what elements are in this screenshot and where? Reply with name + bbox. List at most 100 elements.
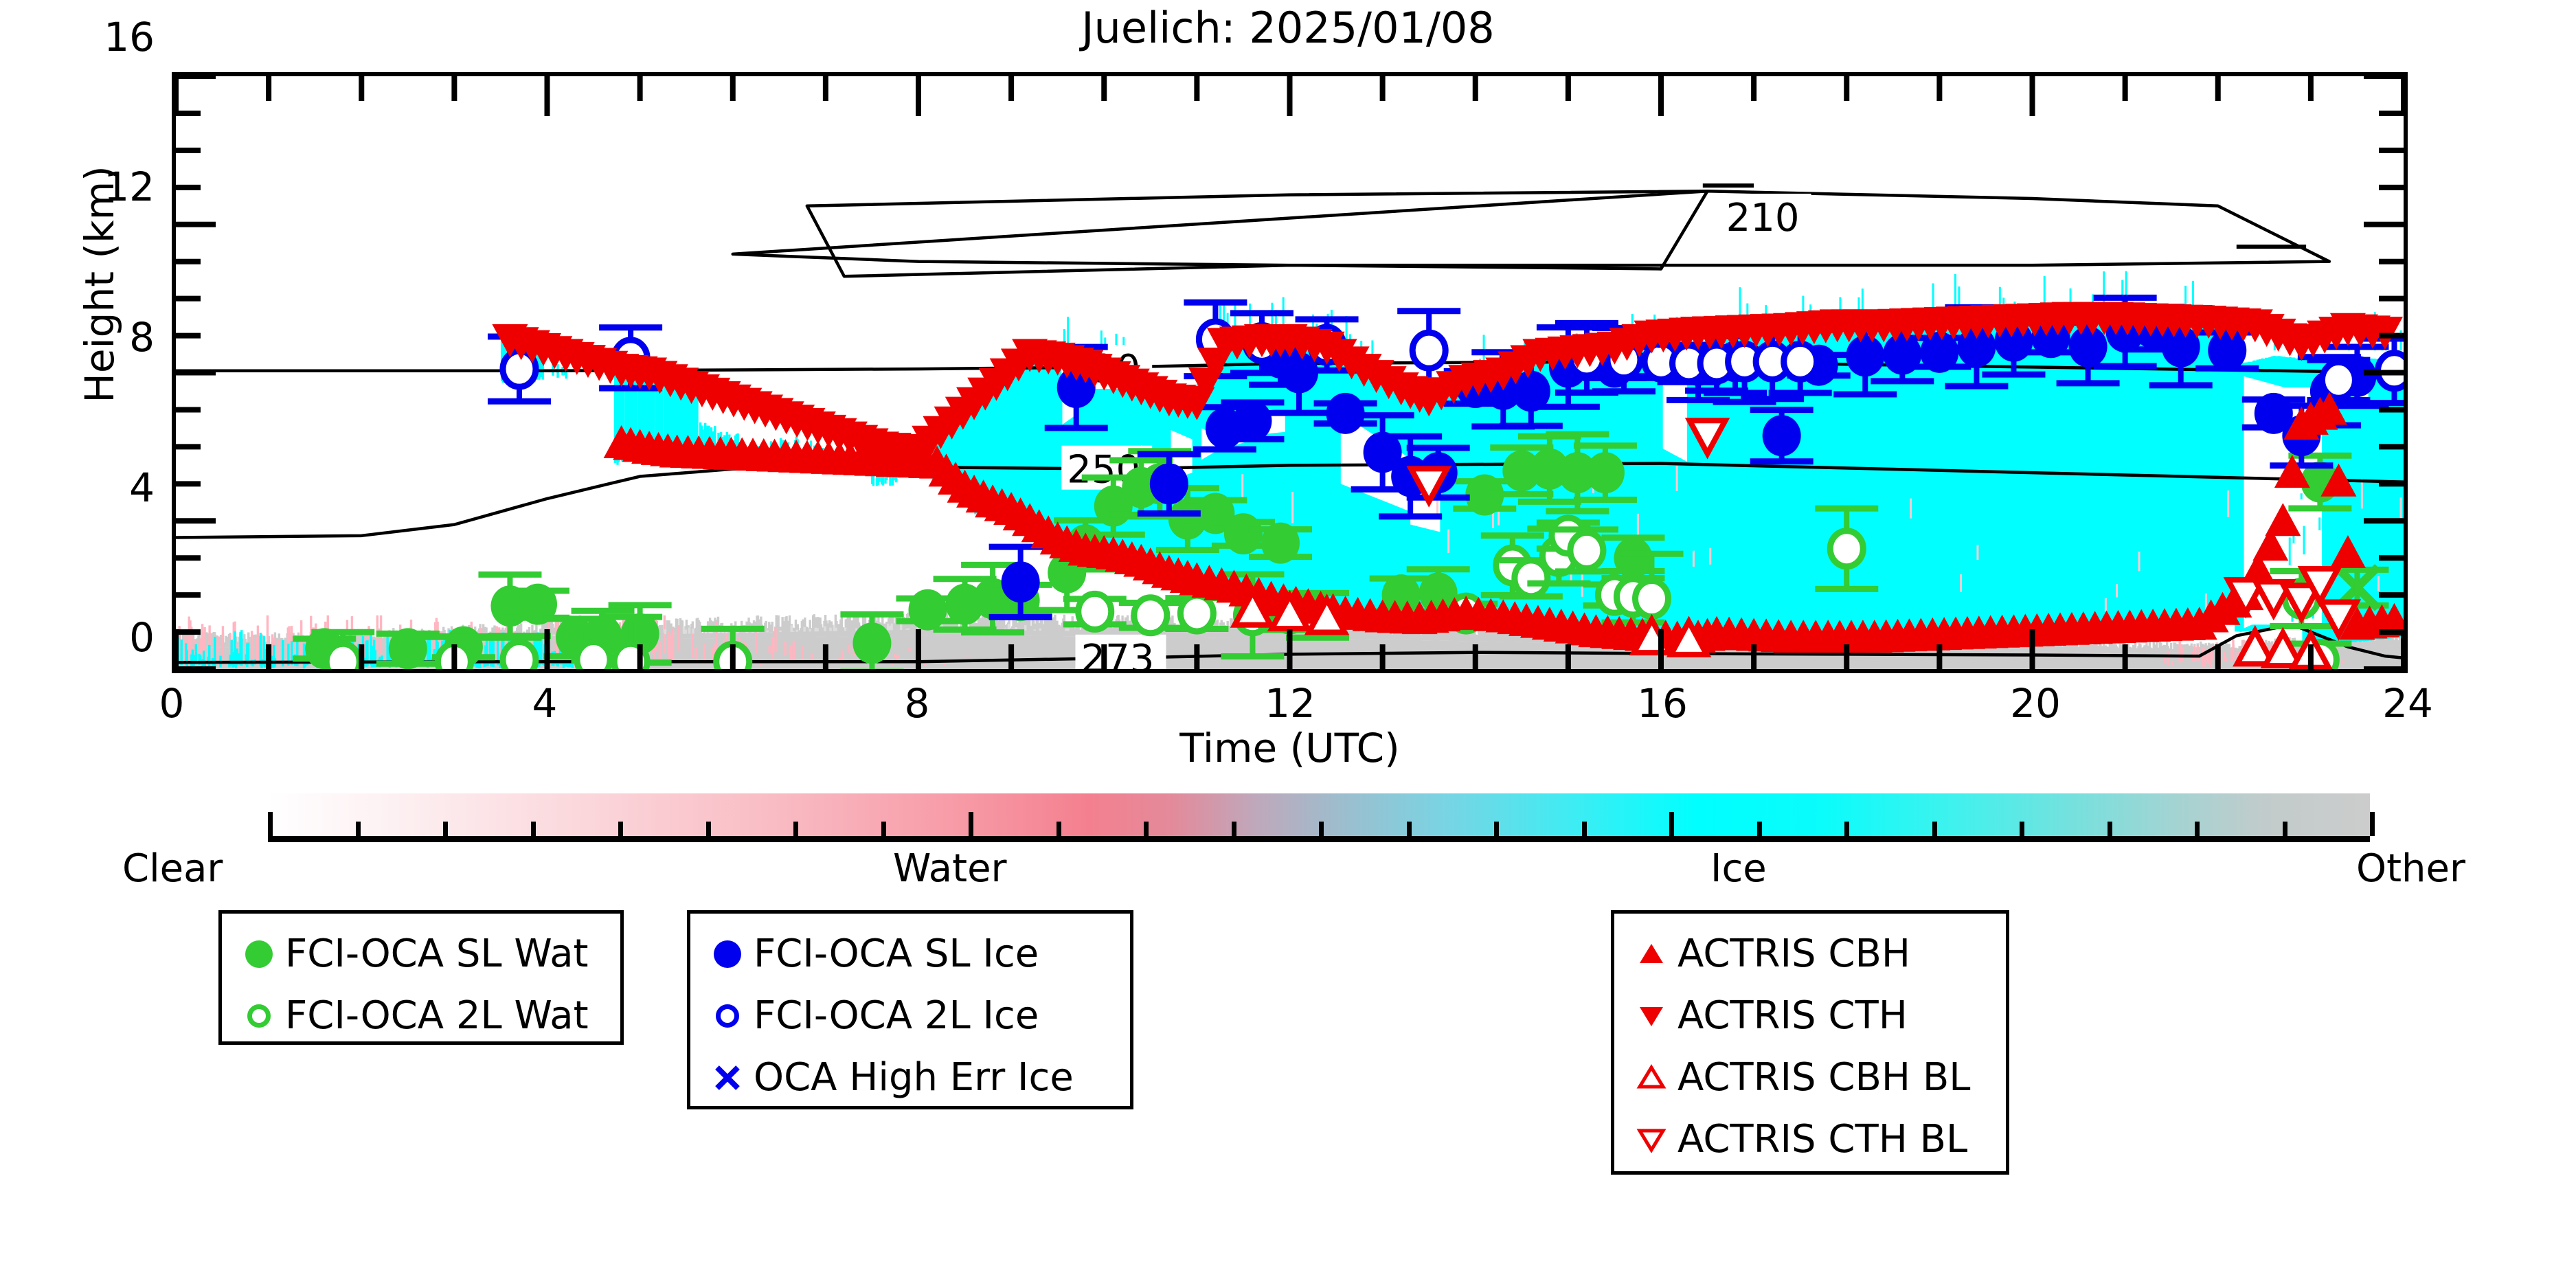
data-point (2260, 626, 2306, 669)
colorbar-tick (1319, 822, 1324, 836)
data-point (1781, 340, 1820, 383)
y-axis-label: Height (km) (76, 166, 123, 403)
legend-item[interactable]: ACTRIS CTH BL (1625, 1109, 1992, 1171)
legend-actris[interactable]: ACTRIS CBH ACTRIS CTH ACTRIS CBH BL ACTR… (1611, 910, 2009, 1175)
data-point (2252, 528, 2289, 561)
colorbar-tick (1669, 812, 1674, 836)
colorbar-tick (530, 822, 536, 836)
data-point (2265, 503, 2301, 536)
colorbar-tick (2107, 822, 2112, 836)
open-circle-icon (701, 1004, 754, 1028)
y-tick-8: 8 (129, 314, 155, 361)
data-point (2274, 455, 2310, 488)
legend-label: FCI-OCA SL Wat (285, 931, 589, 976)
data-point (1585, 452, 1625, 494)
data-point (1957, 326, 1996, 368)
colorbar-tick (1932, 822, 1937, 836)
open-triangle-up-icon (1625, 1063, 1677, 1092)
data-point (908, 589, 947, 631)
data-point (518, 583, 557, 625)
colorbar-tick (881, 822, 886, 836)
data-point (2320, 463, 2357, 497)
data-point (1131, 594, 1171, 637)
data-point (1666, 615, 1712, 657)
colorbar-tick (443, 822, 448, 836)
colorbar-tick (1406, 822, 1412, 836)
colorbar-tick (705, 822, 711, 836)
legend-item[interactable]: FCI-OCA SL Ice (701, 923, 1116, 985)
data-point (2251, 578, 2296, 621)
data-point (2223, 577, 2269, 619)
data-point (1530, 448, 1569, 490)
legend-item[interactable]: ACTRIS CBH BL (1625, 1047, 1992, 1109)
legend-item[interactable]: FCI-OCA 2L Ice (701, 985, 1116, 1047)
data-point (1409, 329, 1449, 372)
y-tick-4: 4 (129, 464, 155, 511)
y-tick-12: 12 (104, 163, 155, 210)
data-point (1920, 331, 1959, 373)
data-point (1223, 513, 1263, 555)
x-axis-label: Time (UTC) (1179, 725, 1400, 771)
open-triangle-down-icon (1625, 1125, 1677, 1154)
data-point (2279, 583, 2325, 624)
legend-label: ACTRIS CBH BL (1677, 1055, 1971, 1100)
data-point (2316, 599, 2362, 641)
legend-label: OCA High Err Ice (754, 1055, 1074, 1100)
x-tick-24: 24 (2382, 680, 2433, 727)
legend-label: ACTRIS CTH BL (1677, 1117, 1968, 1162)
legend-item[interactable]: FCI-OCA 2L Wat (233, 985, 607, 1047)
filled-circle-icon (701, 940, 754, 968)
colorbar-axis-line (268, 836, 2370, 842)
y-tick-0: 0 (129, 614, 155, 661)
legend-item[interactable]: ACTRIS CTH (1625, 985, 1992, 1047)
x-tick-8: 8 (904, 680, 930, 727)
data-point (1465, 474, 1504, 516)
colorbar-tick (1231, 822, 1236, 836)
legend-item[interactable]: FCI-OCA SL Wat (233, 923, 607, 985)
data-point (1846, 335, 1885, 377)
colorbar-tick (1056, 822, 1061, 836)
x-tick-20: 20 (2010, 680, 2061, 727)
data-point (1684, 418, 1730, 460)
data-point (852, 622, 892, 664)
legend-item[interactable]: ACTRIS CBH (1625, 923, 1992, 985)
colorbar-tick (1581, 822, 1587, 836)
legend-water[interactable]: FCI-OCA SL Wat FCI-OCA 2L Wat (218, 910, 624, 1045)
colorbar-tick (355, 822, 361, 836)
filled-triangle-up-icon (1625, 940, 1677, 969)
data-point (1762, 415, 1801, 457)
data-point (1230, 586, 1276, 628)
colorbar-tick (618, 822, 623, 836)
data-point (499, 639, 539, 669)
cloud-mask-plot: 210230250273 (176, 76, 2404, 669)
legend-label: ACTRIS CTH (1677, 993, 1908, 1038)
data-point (1363, 431, 1402, 473)
legend-ice[interactable]: FCI-OCA SL Ice FCI-OCA 2L Ice OCA High E… (687, 910, 1133, 1109)
colorbar-tick (2195, 822, 2200, 836)
page-title: Juelich: 2025/01/08 (1081, 3, 1495, 53)
isotherm-label-210: 210 (1726, 196, 1800, 240)
data-point (2297, 565, 2343, 608)
data-point (388, 628, 427, 669)
colorbar-tick (793, 822, 798, 836)
legend-item[interactable]: OCA High Err Ice (701, 1047, 1116, 1109)
legend-label: FCI-OCA 2L Ice (754, 993, 1039, 1038)
cross-icon (701, 1063, 754, 1093)
data-point (2329, 534, 2366, 568)
data-point (1406, 466, 1451, 508)
colorbar-tick (1844, 822, 1849, 836)
filled-circle-icon (233, 940, 285, 968)
data-point (1261, 522, 1300, 564)
colorbar-label-ice: Ice (1710, 846, 1767, 891)
data-point (1567, 529, 1607, 572)
data-point (1827, 528, 1866, 570)
data-point (2311, 392, 2347, 425)
open-circle-icon (233, 1004, 285, 1028)
legend-label: FCI-OCA 2L Wat (285, 993, 589, 1038)
data-point (1267, 589, 1313, 632)
data-point (1149, 463, 1188, 505)
x-tick-12: 12 (1265, 680, 1315, 727)
data-point (1631, 578, 1671, 620)
data-point (1001, 561, 1040, 603)
